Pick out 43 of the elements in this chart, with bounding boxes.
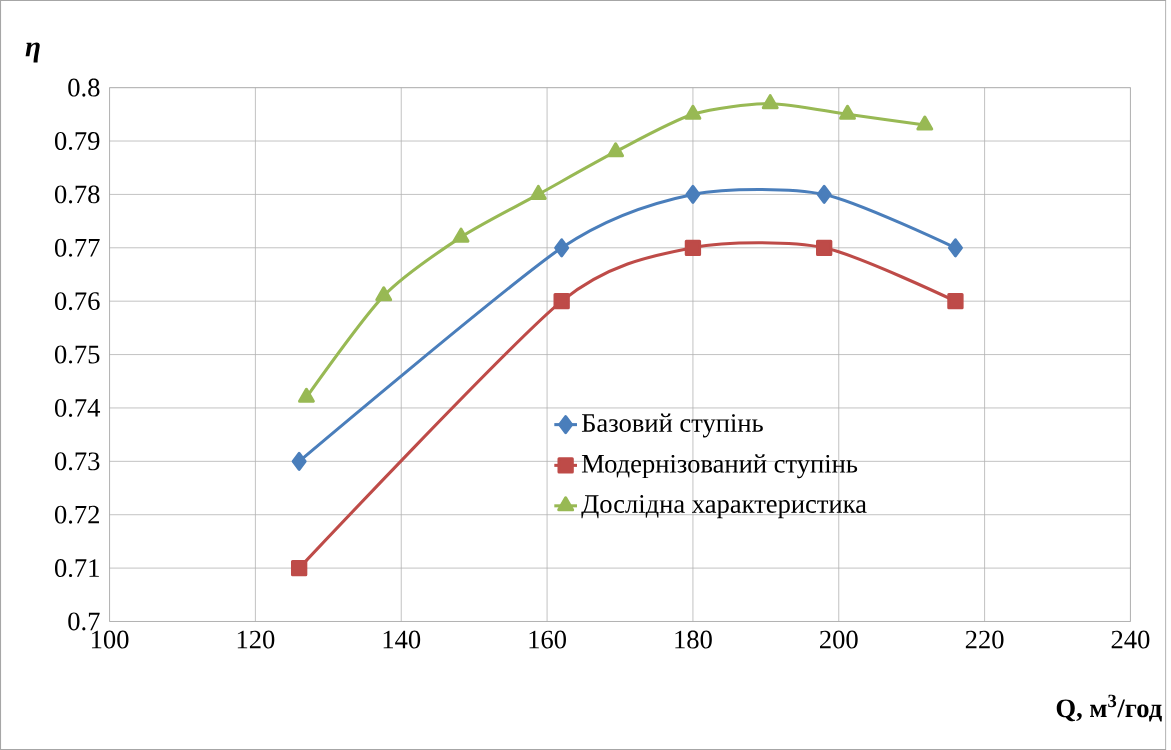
y-tick-label: 0.73 <box>54 452 100 471</box>
point <box>761 94 779 110</box>
y-tick-label: 0.74 <box>54 398 101 417</box>
x-tick-label: 220 <box>965 630 1004 649</box>
point <box>375 286 393 302</box>
point <box>291 451 307 471</box>
point <box>839 104 856 120</box>
y-tick-label: 0.7 <box>68 612 100 631</box>
x-tick-label: 240 <box>1111 630 1150 649</box>
x-tick-label: 200 <box>820 630 858 649</box>
y-tick-label: 0.72 <box>54 505 99 524</box>
point <box>529 184 547 200</box>
y-tick-label: 0.76 <box>54 292 100 311</box>
x-tick-label: 120 <box>237 630 275 649</box>
point <box>290 559 308 577</box>
point <box>684 239 702 256</box>
x-tick-label: 100 <box>91 630 129 649</box>
point <box>452 227 470 243</box>
y-axis-title: η <box>25 42 40 63</box>
y-tick-label: 0.77 <box>54 238 100 257</box>
y-tick-label: 0.79 <box>54 132 100 151</box>
y-tick-label: 0.8 <box>68 78 100 97</box>
x-tick-label: 140 <box>383 630 421 649</box>
x-tick-label: 160 <box>529 630 566 649</box>
x-tick-label: 180 <box>675 630 712 649</box>
point <box>816 184 832 204</box>
legend-label: Базовий ступінь <box>581 413 763 438</box>
point <box>916 115 934 131</box>
y-tick-label: 0.71 <box>54 559 99 578</box>
y-tick-label: 0.78 <box>54 185 100 204</box>
point <box>607 142 625 158</box>
point <box>947 238 963 258</box>
point <box>298 387 315 403</box>
point <box>816 239 833 256</box>
point <box>553 293 570 310</box>
legend-label: Дослідна характеристика <box>581 495 867 519</box>
y-tick-label: 0.75 <box>54 345 100 364</box>
x-axis-title: Q, м$^{3}$/год <box>1056 694 1162 722</box>
point <box>685 184 701 204</box>
point <box>684 104 702 120</box>
legend-label: Модернізований ступінь <box>581 454 858 479</box>
point <box>554 238 570 258</box>
point <box>947 293 964 310</box>
